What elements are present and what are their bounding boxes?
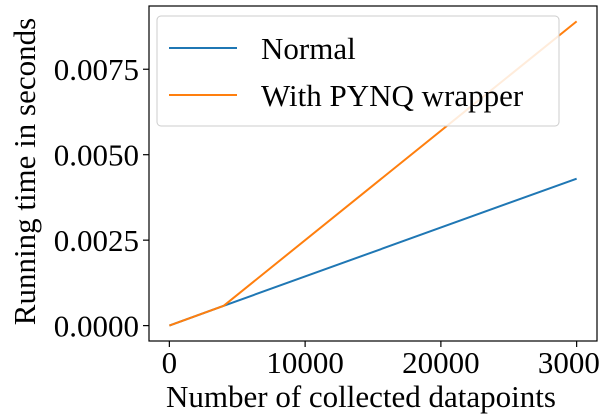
x-tick-label: 20000: [402, 345, 480, 380]
x-axis-label: Number of collected datapoints: [166, 379, 556, 414]
series-line-normal: [169, 177, 577, 327]
y-tick-label: 0.0025: [54, 223, 139, 258]
legend-box: [156, 15, 560, 127]
y-axis: 0.0000 0.0025 0.0050 0.0075: [54, 52, 149, 344]
plot-frame: [148, 5, 598, 342]
legend-label: With PYNQ wrapper: [261, 78, 524, 113]
x-tick-label: 0: [162, 345, 178, 380]
y-axis-label: Running time in seconds: [7, 18, 42, 325]
x-tick-label: 10000: [266, 345, 344, 380]
y-tick-label: 0.0075: [54, 52, 139, 87]
y-tick-label: 0.0000: [54, 309, 139, 344]
legend-label: Normal: [261, 31, 356, 66]
y-tick-label: 0.0050: [54, 138, 139, 173]
legend: Normal With PYNQ wrapper: [156, 15, 560, 127]
